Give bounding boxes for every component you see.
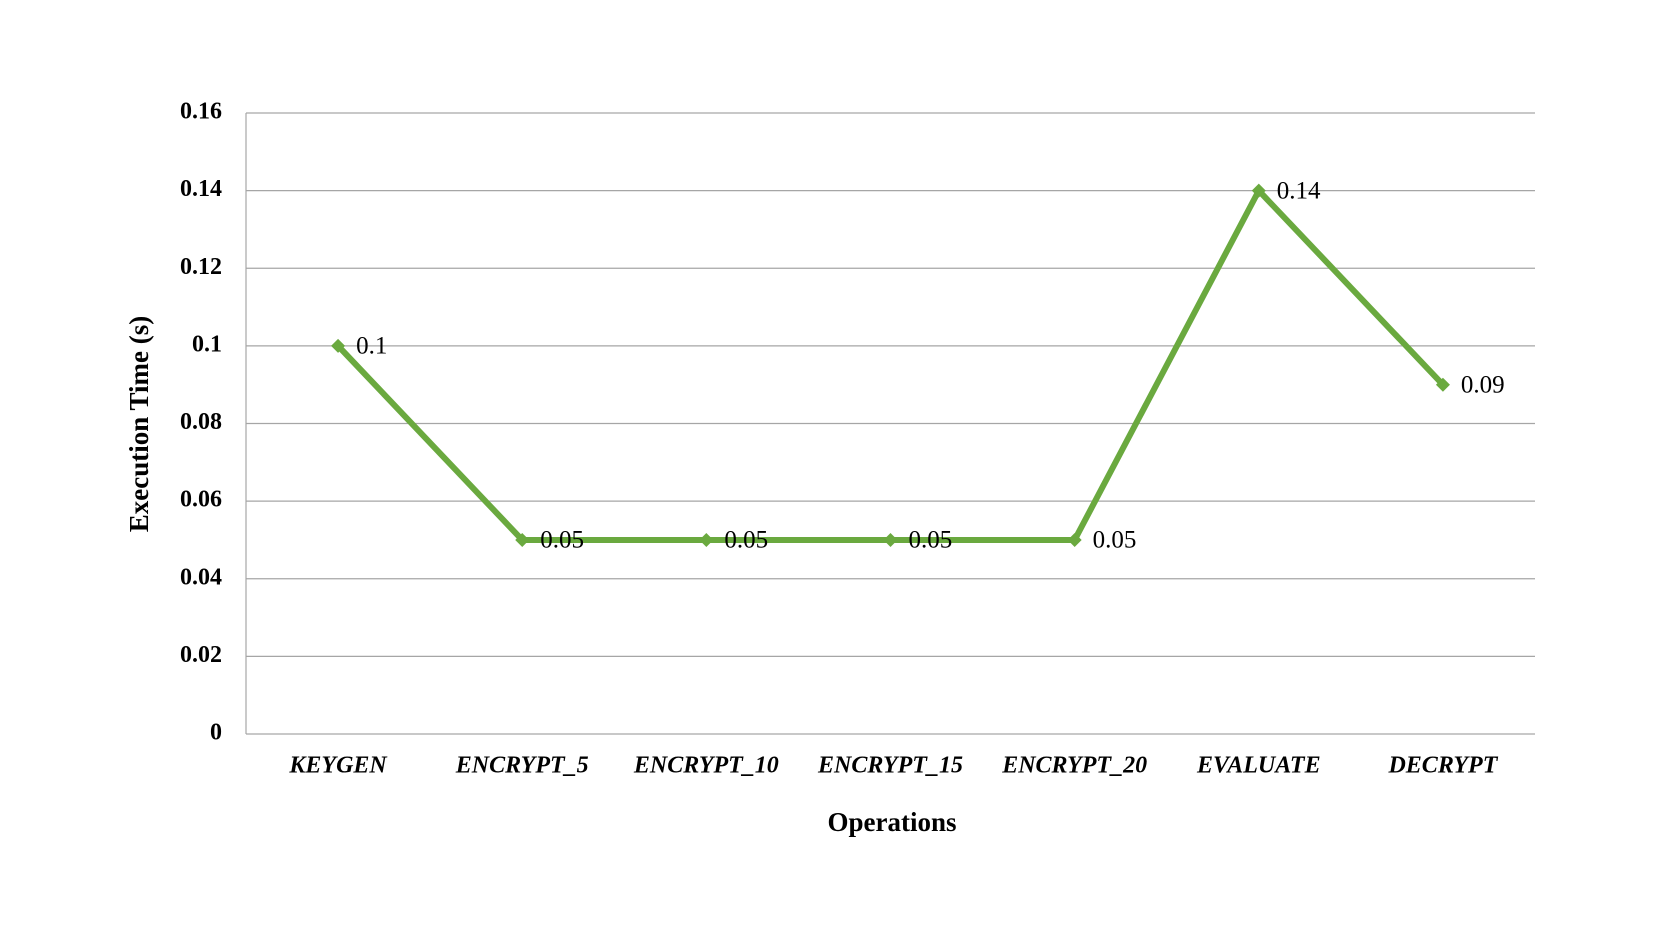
y-tick-label: 0.04	[180, 564, 222, 590]
y-tick-label: 0.08	[180, 409, 222, 435]
marker	[515, 532, 530, 547]
marker	[1251, 183, 1266, 198]
x-tick-label: ENCRYPT_10	[633, 753, 779, 779]
y-tick-label: 0.14	[180, 176, 222, 202]
series-line	[335, 187, 1446, 543]
x-tick-label: ENCRYPT_5	[455, 753, 589, 779]
data-label: 0.05	[540, 527, 584, 554]
x-tick-label: EVALUATE	[1196, 753, 1321, 779]
marker	[699, 532, 714, 547]
marker	[1435, 377, 1450, 392]
data-label: 0.1	[356, 333, 387, 360]
data-label: 0.09	[1461, 371, 1505, 398]
x-tick-label: ENCRYPT_15	[817, 753, 963, 779]
x-axis-title: Operations	[827, 807, 956, 837]
y-tick-label: 0.12	[180, 254, 222, 280]
data-label: 0.05	[1093, 527, 1137, 554]
marker	[1067, 532, 1082, 547]
y-tick-label: 0.06	[180, 487, 222, 513]
data-label: 0.05	[909, 527, 953, 554]
y-tick-label: 0.16	[180, 99, 222, 125]
y-tick-label: 0.02	[180, 642, 222, 668]
data-label: 0.05	[724, 527, 768, 554]
marker	[883, 532, 898, 547]
x-tick-label: DECRYPT	[1387, 753, 1498, 779]
y-tick-label: 0.1	[192, 331, 222, 357]
x-tick-label: KEYGEN	[288, 753, 388, 779]
y-tick-label: 0	[210, 720, 222, 746]
x-tick-label: ENCRYPT_20	[1001, 753, 1147, 779]
marker	[331, 338, 346, 353]
y-axis-title: Execution Time (s)	[124, 316, 154, 533]
data-label: 0.14	[1277, 177, 1321, 204]
